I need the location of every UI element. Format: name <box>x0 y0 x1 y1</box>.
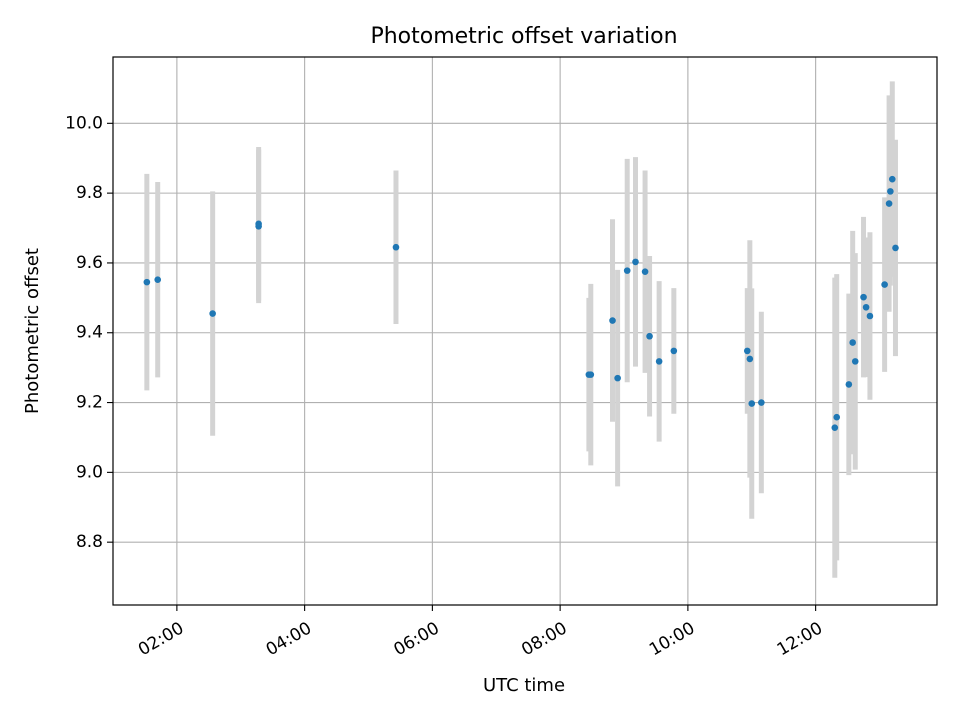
data-point <box>641 268 649 275</box>
y-tick-label: 9.8 <box>76 183 103 203</box>
chart-title: Photometric offset variation <box>370 24 677 49</box>
data-point <box>143 278 151 286</box>
data-point <box>670 347 678 355</box>
data-point <box>632 258 639 266</box>
data-points <box>143 175 899 431</box>
y-tick-label: 9.0 <box>76 462 103 482</box>
y-tick-label: 8.8 <box>76 532 103 552</box>
data-point <box>758 399 765 406</box>
data-point <box>587 371 595 378</box>
y-tick-label: 10.0 <box>65 113 103 133</box>
data-point <box>845 381 853 388</box>
data-point <box>831 424 839 431</box>
data-point <box>885 200 893 207</box>
y-tick-label: 9.4 <box>76 323 103 343</box>
data-point <box>614 374 621 382</box>
y-axis-ticks: 8.8 9.0 9.2 9.4 9.6 9.8 10.0 <box>65 113 113 552</box>
data-point <box>833 413 841 421</box>
data-point <box>646 332 653 340</box>
data-point <box>888 175 896 183</box>
data-point <box>881 281 888 288</box>
x-axis-label: UTC time <box>483 675 565 696</box>
plot-area-frame <box>112 56 938 606</box>
data-point <box>892 244 899 252</box>
data-point <box>154 276 162 283</box>
data-point <box>862 303 870 311</box>
data-point <box>255 220 262 228</box>
data-point <box>887 188 894 195</box>
data-point <box>866 312 874 320</box>
data-point <box>849 339 856 346</box>
y-axis-label: Photometric offset <box>22 248 43 414</box>
data-point <box>655 358 663 365</box>
data-point <box>746 355 754 363</box>
data-point <box>609 317 616 324</box>
data-point <box>209 310 216 317</box>
grid-lines <box>113 57 937 605</box>
y-tick-label: 9.6 <box>76 253 103 273</box>
data-point <box>623 267 631 274</box>
y-tick-label: 9.2 <box>76 393 103 413</box>
data-point <box>743 347 751 355</box>
data-point <box>860 293 867 301</box>
data-point <box>851 358 859 365</box>
data-point <box>748 400 756 407</box>
data-point <box>392 243 400 251</box>
